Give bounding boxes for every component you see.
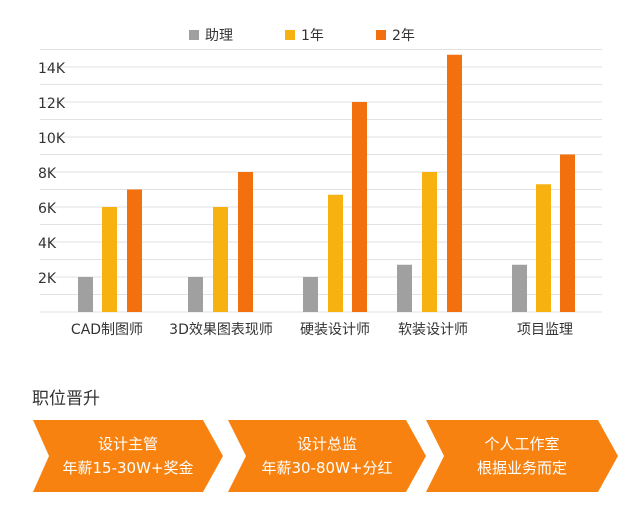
career-step-3-title: 个人工作室 <box>484 435 560 453</box>
bar <box>78 277 93 312</box>
career-section-title: 职位晋升 <box>32 389 100 409</box>
x-category-label: 3D效果图表现师 <box>169 322 273 338</box>
y-tick-label: 4K <box>38 236 57 252</box>
career-step-3: 个人工作室 根据业务而定 <box>426 420 618 492</box>
bar <box>238 172 253 312</box>
x-category-label: 软装设计师 <box>398 322 468 338</box>
bar <box>536 184 551 312</box>
bar <box>447 54 462 312</box>
career-step-2-salary: 年薪30-80W+分红 <box>261 459 393 477</box>
bar <box>512 264 527 312</box>
salary-chart: 2K 4K 6K 8K 10K 12K 14K CAD制图师 3D效果图表现师 硬装设计师 软装设计… <box>38 28 602 338</box>
legend-label: 2年 <box>392 28 415 44</box>
career-step-2-arrow <box>228 420 426 492</box>
career-step-3-salary: 根据业务而定 <box>476 459 567 477</box>
legend-label: 1年 <box>301 28 324 44</box>
legend-swatch <box>376 30 386 40</box>
legend-label: 助理 <box>205 28 233 44</box>
bar <box>102 207 117 312</box>
career-step-2-title: 设计总监 <box>296 435 357 453</box>
bar <box>328 194 343 312</box>
bar <box>397 264 412 312</box>
legend-swatch <box>189 30 199 40</box>
career-step-1-salary: 年薪15-30W+奖金 <box>62 459 194 477</box>
y-tick-label: 8K <box>38 166 57 182</box>
x-category-label: CAD制图师 <box>71 322 143 338</box>
x-category-label: 项目监理 <box>517 322 573 338</box>
y-tick-label: 10K <box>38 131 66 147</box>
x-category-label: 硬装设计师 <box>300 322 370 338</box>
career-step-1: 设计主管 年薪15-30W+奖金 <box>33 420 223 492</box>
chart-canvas: 2K 4K 6K 8K 10K 12K 14K CAD制图师 3D效果图表现师 硬装设计师 软装设计… <box>38 28 602 338</box>
bar <box>127 189 142 312</box>
y-tick-label: 2K <box>38 271 57 287</box>
career-step-1-title: 设计主管 <box>97 435 158 453</box>
bar <box>213 207 228 312</box>
y-tick-label: 14K <box>38 61 66 77</box>
career-step-3-arrow <box>426 420 618 492</box>
career-step-1-arrow <box>33 420 223 492</box>
bar <box>352 102 367 312</box>
bar <box>422 172 437 312</box>
career-step-2: 设计总监 年薪30-80W+分红 <box>228 420 426 492</box>
bar <box>303 277 318 312</box>
legend-swatch <box>285 30 295 40</box>
y-tick-label: 6K <box>38 201 57 217</box>
bar <box>560 154 575 312</box>
bar <box>188 277 203 312</box>
y-tick-label: 12K <box>38 96 66 112</box>
